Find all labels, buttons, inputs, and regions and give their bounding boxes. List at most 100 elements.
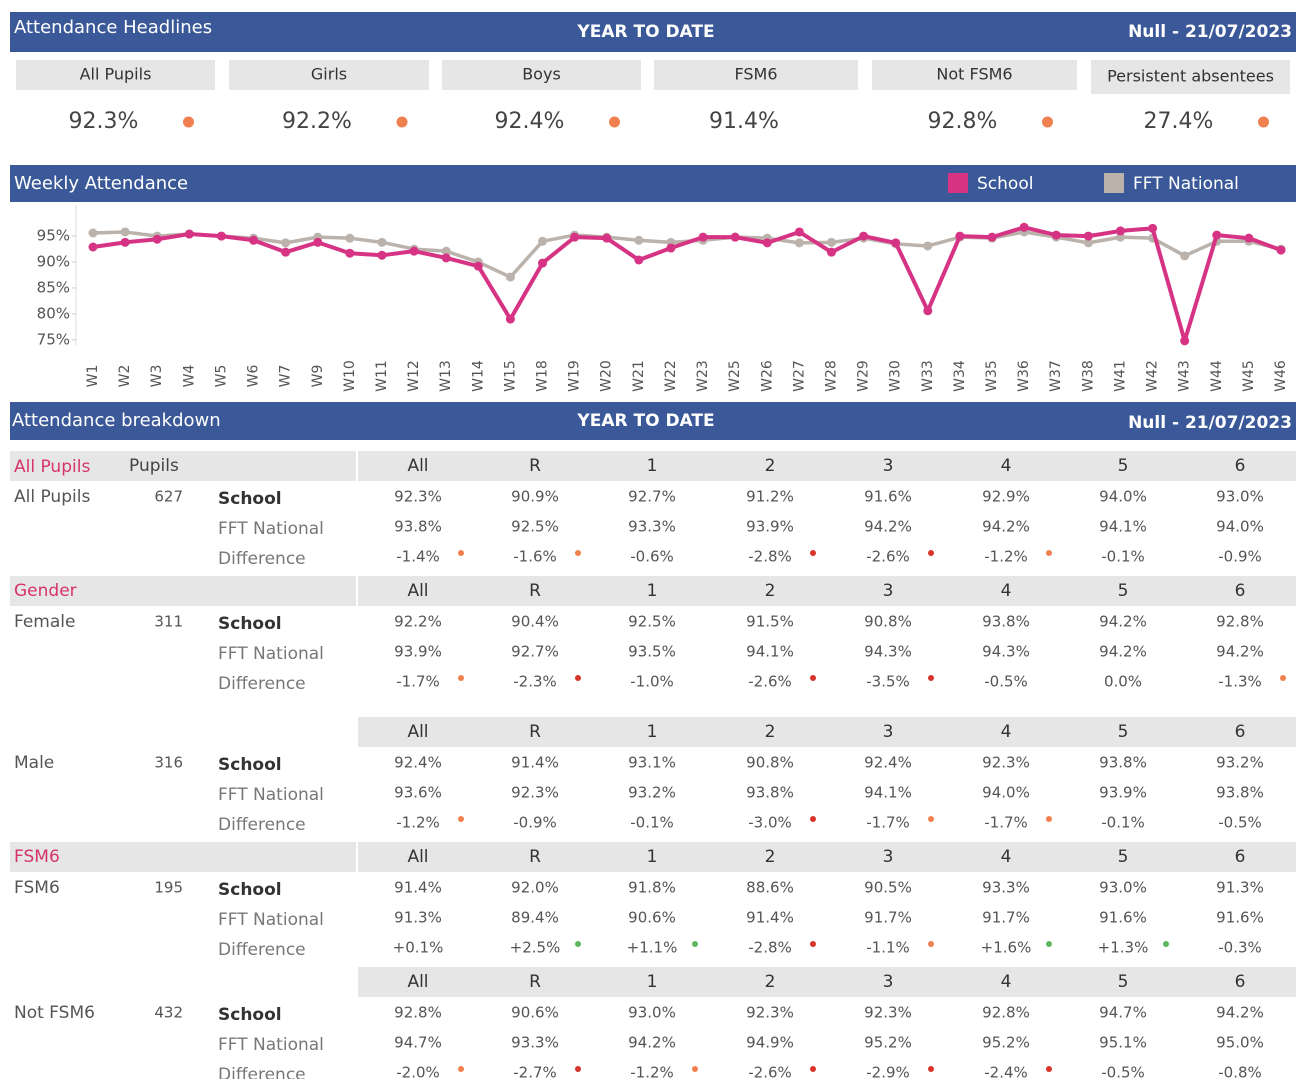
column-header: 6	[1235, 581, 1246, 601]
x-tick-label: W10	[342, 360, 358, 392]
column-header: All	[407, 972, 428, 992]
cell-value: 91.5%	[746, 613, 794, 631]
status-dot	[928, 550, 934, 556]
series-point	[923, 306, 933, 316]
cell-value: 93.3%	[982, 879, 1030, 897]
cell-value: -2.6%	[748, 673, 792, 691]
cell-value: 94.9%	[746, 1034, 794, 1052]
cell-value: 90.6%	[511, 1004, 559, 1022]
x-tick-label: W45	[1241, 360, 1257, 392]
series-point	[1115, 232, 1125, 242]
column-header: 4	[1001, 581, 1012, 601]
series-point	[345, 233, 355, 243]
y-tick-label: 90%	[37, 253, 70, 271]
headlines-range: Null - 21/07/2023	[1128, 22, 1292, 42]
cell-value: 93.5%	[628, 643, 676, 661]
x-tick-label: W12	[406, 360, 422, 392]
cell-value: 93.9%	[746, 518, 794, 536]
cell-value: 91.4%	[394, 879, 442, 897]
status-dot	[810, 816, 816, 822]
cell-value: 91.6%	[1099, 909, 1147, 927]
cell-value: -1.2%	[984, 548, 1028, 566]
cell-value: 94.3%	[864, 643, 912, 661]
row-label: FFT National	[218, 644, 324, 664]
series-point	[1180, 251, 1190, 261]
status-dot	[1046, 816, 1052, 822]
series-point	[473, 261, 483, 271]
headlines-period: YEAR TO DATE	[576, 22, 714, 42]
column-header: 4	[1001, 722, 1012, 742]
series-point	[120, 237, 130, 247]
group-name: Male	[14, 753, 54, 773]
series-point	[826, 247, 836, 257]
cell-value: 93.8%	[746, 784, 794, 802]
cell-value: 90.4%	[511, 613, 559, 631]
status-dot	[810, 1066, 816, 1072]
cell-value: -2.7%	[513, 1064, 557, 1079]
group-name: Female	[14, 612, 75, 632]
cell-value: 91.4%	[511, 754, 559, 772]
row-label: School	[218, 614, 282, 634]
column-header: 1	[647, 581, 658, 601]
x-tick-label: W38	[1080, 360, 1096, 392]
cell-value: 94.2%	[1216, 643, 1264, 661]
column-header: 3	[883, 581, 894, 601]
cell-value: -1.3%	[1218, 673, 1262, 691]
cell-value: 93.3%	[511, 1034, 559, 1052]
column-header: 3	[883, 722, 894, 742]
series-point	[409, 246, 419, 256]
y-tick-label: 75%	[37, 330, 70, 348]
cell-value: -1.0%	[630, 673, 674, 691]
series-point	[88, 228, 98, 238]
column-header: 3	[883, 456, 894, 476]
card-label: Girls	[311, 65, 347, 84]
series-point	[666, 243, 676, 253]
x-tick-label: W42	[1145, 360, 1161, 392]
cell-value: 93.6%	[394, 784, 442, 802]
cell-value: -0.3%	[1218, 939, 1262, 957]
cell-value: 92.9%	[982, 488, 1030, 506]
column-header-bg	[358, 967, 1296, 997]
cell-value: -2.9%	[866, 1064, 910, 1079]
column-header: 4	[1001, 456, 1012, 476]
series-point	[505, 314, 515, 324]
column-header-bg	[358, 451, 1296, 481]
cell-value: -3.5%	[866, 673, 910, 691]
cell-value: 92.8%	[1216, 613, 1264, 631]
cell-value: 90.8%	[746, 754, 794, 772]
series-point	[249, 235, 259, 245]
group-header-bg	[10, 451, 356, 481]
status-dot	[183, 116, 194, 128]
series-point	[570, 232, 580, 242]
series-point	[955, 231, 965, 241]
series-point	[216, 231, 226, 241]
cell-value: -2.4%	[984, 1064, 1028, 1079]
status-dot	[458, 675, 464, 681]
cell-value: -3.0%	[748, 814, 792, 832]
status-dot	[1046, 1066, 1052, 1072]
x-tick-label: W3	[149, 365, 165, 388]
row-label: Difference	[218, 1065, 306, 1079]
series-point	[152, 234, 162, 244]
card-value: 92.3%	[69, 109, 139, 134]
cell-value: 90.8%	[864, 613, 912, 631]
card-value: 91.4%	[709, 109, 779, 134]
cell-value: -1.1%	[866, 939, 910, 957]
column-header: 6	[1235, 847, 1246, 867]
x-tick-label: W41	[1112, 360, 1128, 392]
y-tick-label: 95%	[37, 227, 70, 245]
column-header: R	[529, 972, 541, 992]
cell-value: 92.8%	[982, 1004, 1030, 1022]
row-label: FFT National	[218, 519, 324, 539]
column-header: 2	[765, 972, 776, 992]
cell-value: -1.6%	[513, 548, 557, 566]
series-point	[762, 238, 772, 248]
x-tick-label: W26	[759, 360, 775, 392]
x-tick-label: W33	[920, 360, 936, 392]
cell-value: 90.6%	[628, 909, 676, 927]
card-label-bg	[1091, 60, 1290, 94]
cell-value: 91.2%	[746, 488, 794, 506]
series-point	[377, 237, 387, 247]
series-point	[602, 233, 612, 243]
